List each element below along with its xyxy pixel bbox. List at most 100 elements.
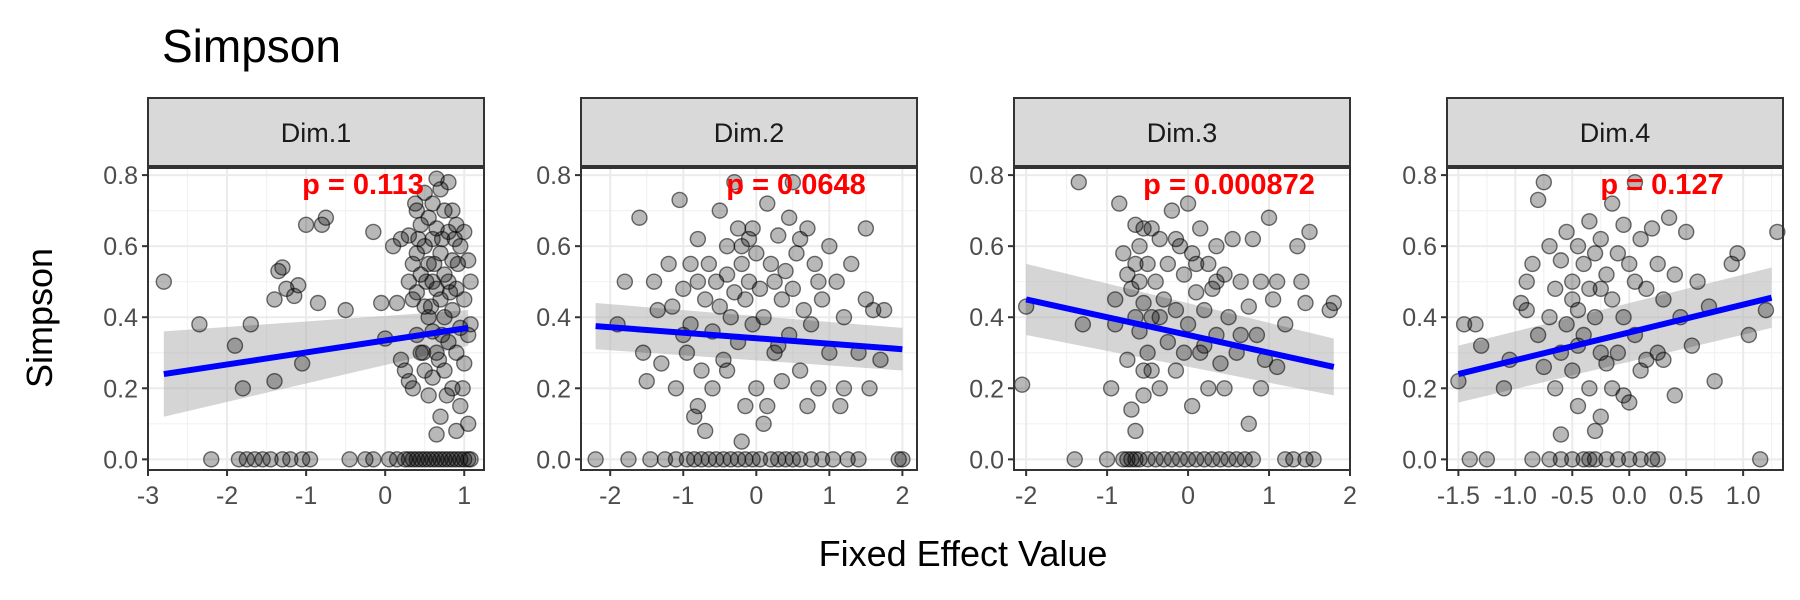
- data-point: [1277, 316, 1294, 333]
- data-point: [1729, 245, 1746, 262]
- fit-line: [595, 323, 903, 353]
- p-value-label: p = 0.113: [302, 169, 424, 201]
- y-tick-label: 0.2: [103, 375, 138, 403]
- data-point: [766, 273, 783, 290]
- data-point: [226, 337, 244, 354]
- data-point: [1626, 174, 1644, 191]
- data-point: [733, 255, 750, 273]
- data-point: [755, 309, 772, 326]
- data-point: [791, 230, 809, 248]
- data-point: [799, 397, 816, 415]
- y-tick-label: 0.8: [969, 162, 1004, 190]
- data-point: [1187, 284, 1205, 301]
- fit-line: [163, 324, 469, 378]
- data-point: [424, 369, 441, 386]
- data-point: [1196, 301, 1213, 319]
- data-point: [843, 255, 860, 273]
- data-point: [894, 451, 911, 468]
- data-point: [773, 372, 791, 390]
- data-point: [748, 245, 765, 262]
- data-point: [1666, 387, 1683, 404]
- data-point: [1677, 223, 1695, 241]
- data-point: [806, 255, 823, 273]
- data-point: [1151, 309, 1168, 326]
- data-point: [1074, 316, 1092, 333]
- data-point: [638, 372, 655, 390]
- data-point: [155, 273, 173, 290]
- y-axis-title: Simpson: [19, 248, 60, 388]
- data-point: [1603, 195, 1621, 212]
- data-point: [751, 280, 769, 297]
- data-point: [1586, 422, 1604, 440]
- data-point: [1260, 209, 1278, 226]
- data-point: [835, 380, 853, 397]
- data-point: [828, 273, 845, 290]
- data-point: [365, 451, 382, 468]
- data-point: [317, 209, 335, 226]
- data-point: [1529, 191, 1547, 209]
- data-point: [773, 291, 791, 308]
- panel-border: [147, 167, 485, 471]
- facet-strip-label: Dim.3: [1147, 118, 1218, 148]
- data-point: [821, 237, 838, 255]
- data-point: [810, 380, 827, 397]
- data-point: [234, 380, 252, 397]
- data-point: [813, 291, 831, 308]
- facet-panel-4: Dim.4 p = 0.127 0.0 0.2 0.4 0.6 0.8 -1.5 -1.0 -0.…: [1402, 97, 1786, 510]
- data-point: [1224, 230, 1241, 248]
- data-point: [788, 245, 805, 262]
- data-point: [1107, 291, 1124, 308]
- data-point: [1547, 380, 1564, 397]
- y-tick-label: 0.6: [1402, 233, 1437, 261]
- data-point: [1455, 316, 1473, 333]
- data-point: [433, 230, 451, 248]
- data-point: [1632, 230, 1649, 248]
- data-point: [1240, 298, 1257, 315]
- y-tick-label: 0.0: [1402, 446, 1437, 474]
- data-point: [1232, 273, 1249, 290]
- data-point: [1655, 291, 1672, 308]
- y-tick-label: 0.2: [969, 375, 1004, 403]
- data-point: [645, 273, 663, 290]
- data-point: [424, 195, 441, 212]
- data-point: [718, 266, 736, 283]
- data-point: [301, 451, 319, 468]
- data-point: [1524, 451, 1541, 468]
- y-tick-label: 0.2: [1402, 375, 1437, 403]
- data-point: [1139, 255, 1156, 273]
- data-point: [784, 174, 802, 191]
- data-point: [373, 294, 390, 312]
- facet-strip-label: Dim.1: [281, 118, 352, 148]
- data-point: [1609, 451, 1627, 468]
- data-point: [689, 273, 707, 290]
- x-tick-label: -2: [599, 482, 621, 510]
- facet-panel-1: Dim.1 p = 0.113 0.0 0.2 0.4 0.6 0.8 -3 -2 -1 0 1: [103, 97, 485, 510]
- data-point: [1683, 337, 1701, 354]
- data-point: [744, 220, 761, 237]
- data-point: [1289, 237, 1306, 255]
- data-point: [1268, 273, 1286, 290]
- data-point: [365, 223, 382, 241]
- data-point: [1564, 362, 1581, 379]
- data-point: [1643, 451, 1661, 468]
- data-point: [1621, 394, 1638, 411]
- data-point: [1518, 273, 1535, 290]
- data-point: [667, 380, 685, 397]
- data-point: [587, 451, 604, 468]
- data-point: [1179, 195, 1197, 212]
- data-point: [1115, 245, 1132, 262]
- data-point: [1632, 451, 1649, 468]
- data-point: [784, 280, 802, 297]
- data-point: [631, 209, 648, 226]
- data-point: [1179, 316, 1197, 333]
- data-point: [759, 195, 776, 212]
- y-tick-label: 0.0: [536, 446, 571, 474]
- data-point: [1208, 237, 1225, 255]
- data-point: [1535, 358, 1553, 376]
- data-point: [444, 202, 461, 219]
- x-tick-label: -1.0: [1494, 482, 1537, 510]
- data-point: [309, 294, 327, 312]
- data-point: [1325, 294, 1343, 312]
- data-point: [711, 202, 728, 219]
- data-point: [1615, 309, 1632, 326]
